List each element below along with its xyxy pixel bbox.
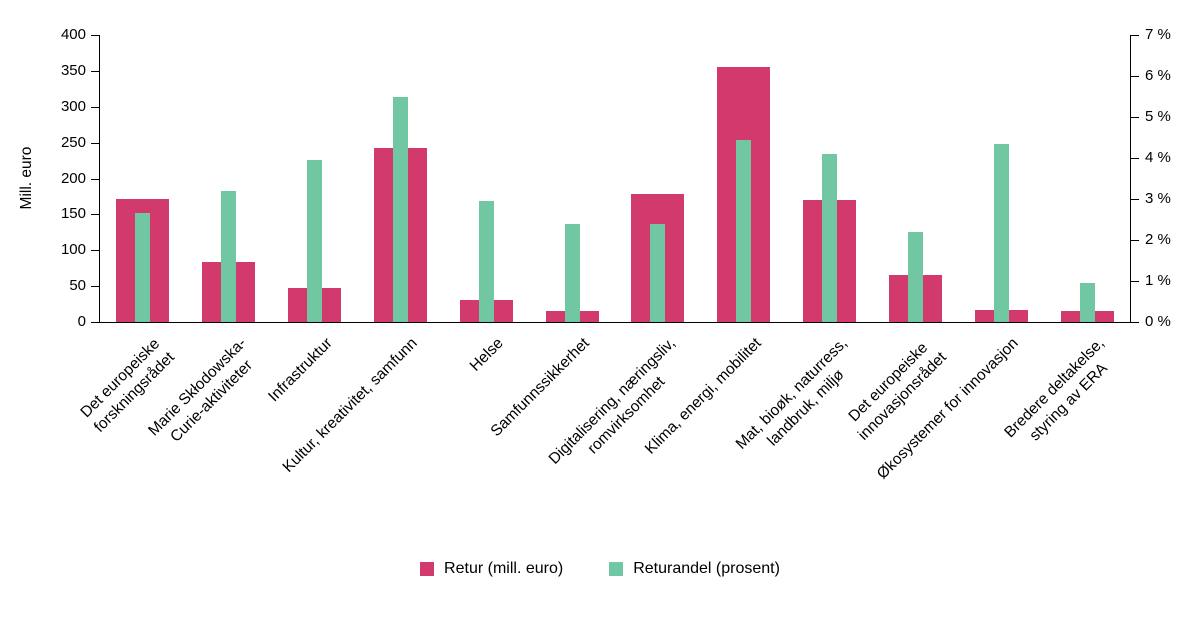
y-left-tick-label: 400 — [60, 26, 86, 43]
y-left-tick-mark — [91, 322, 99, 323]
bar-returandel — [822, 153, 838, 322]
x-category-label-text: Infrastruktur — [264, 334, 336, 406]
y-right-tick-mark — [1131, 158, 1139, 159]
y-left-tick-label: 100 — [60, 241, 86, 259]
legend-swatch-retur — [420, 562, 435, 576]
bar-returandel — [221, 190, 237, 322]
y-left-tick-mark — [91, 286, 99, 288]
bar-returandel — [907, 231, 923, 322]
y-right-tick-label: 5 % — [1145, 108, 1171, 125]
legend-label-returandel: Returandel (prosent) — [633, 560, 780, 577]
bar-returandel — [650, 223, 666, 322]
legend-label-retur: Retur (mill. euro) — [444, 560, 564, 577]
y-left-tick-label: 300 — [60, 97, 86, 115]
y-right-tick-label: 4 % — [1145, 149, 1171, 166]
bar-returandel — [135, 213, 151, 322]
plot-area: 0 50 100 150 200 250 300 350 400 0 % 1 % 2 % 3 % 4 % 5… — [61, 26, 1171, 483]
y-left-tick-label: 250 — [60, 133, 86, 151]
y-left-tick-label: 200 — [60, 169, 86, 187]
y-left-tick-label: 350 — [60, 61, 86, 79]
legend-swatch-returandel — [609, 562, 624, 576]
legend-item-retur: Retur (mill. euro) — [420, 560, 563, 578]
y-right-tick-mark — [1131, 199, 1139, 200]
x-category-label-text: Bredere deltakelse, styring av ERA — [1001, 334, 1111, 445]
legend: Retur (mill. euro) Returandel (prosent) — [0, 560, 1200, 578]
y-right-tick-mark — [1131, 76, 1139, 77]
bar-returandel — [392, 96, 408, 322]
y-left-tick-mark — [91, 250, 99, 252]
y-right-tick-mark — [1131, 35, 1139, 36]
y-axis-title: Mill. euro — [18, 146, 35, 210]
y-right-tick-mark — [1131, 322, 1139, 323]
y-right-tick-label: 0 % — [1145, 313, 1171, 330]
bar-returandel — [478, 201, 494, 322]
y-right-tick-label: 1 % — [1145, 272, 1171, 289]
legend-item-returandel: Returandel (prosent) — [609, 560, 780, 578]
y-right-tick-mark — [1131, 281, 1139, 282]
y-right-tick-label: 7 % — [1145, 26, 1171, 43]
y-right-tick-label: 2 % — [1145, 231, 1171, 248]
x-category-label: Samfunnssikkerhet — [396, 334, 594, 532]
y-left-tick-mark — [91, 106, 99, 108]
y-left-tick-mark — [91, 214, 99, 216]
x-category-label: Helse — [310, 334, 508, 532]
y-right-tick-label: 6 % — [1145, 67, 1171, 84]
y-left-tick-label: 150 — [60, 205, 86, 223]
bar-returandel — [307, 160, 323, 322]
y-axis-right-line — [1130, 35, 1131, 322]
y-axis-left-line — [99, 35, 100, 322]
y-right-tick-mark — [1131, 240, 1139, 241]
y-left-tick-mark — [91, 35, 99, 36]
x-axis-line — [99, 322, 1131, 323]
bar-returandel — [1079, 283, 1095, 322]
bar-returandel — [564, 223, 580, 322]
y-left-tick-mark — [91, 70, 99, 72]
bar-returandel — [736, 139, 752, 322]
y-left-tick-mark — [91, 178, 99, 180]
bar-returandel — [993, 143, 1009, 322]
y-left-tick-mark — [91, 142, 99, 144]
y-left-tick-label: 0 — [77, 313, 86, 330]
y-right-tick-mark — [1131, 117, 1139, 118]
x-category-label-text: Helse — [466, 334, 507, 375]
y-right-tick-label: 3 % — [1145, 190, 1171, 207]
y-left-tick-label: 50 — [69, 277, 86, 295]
